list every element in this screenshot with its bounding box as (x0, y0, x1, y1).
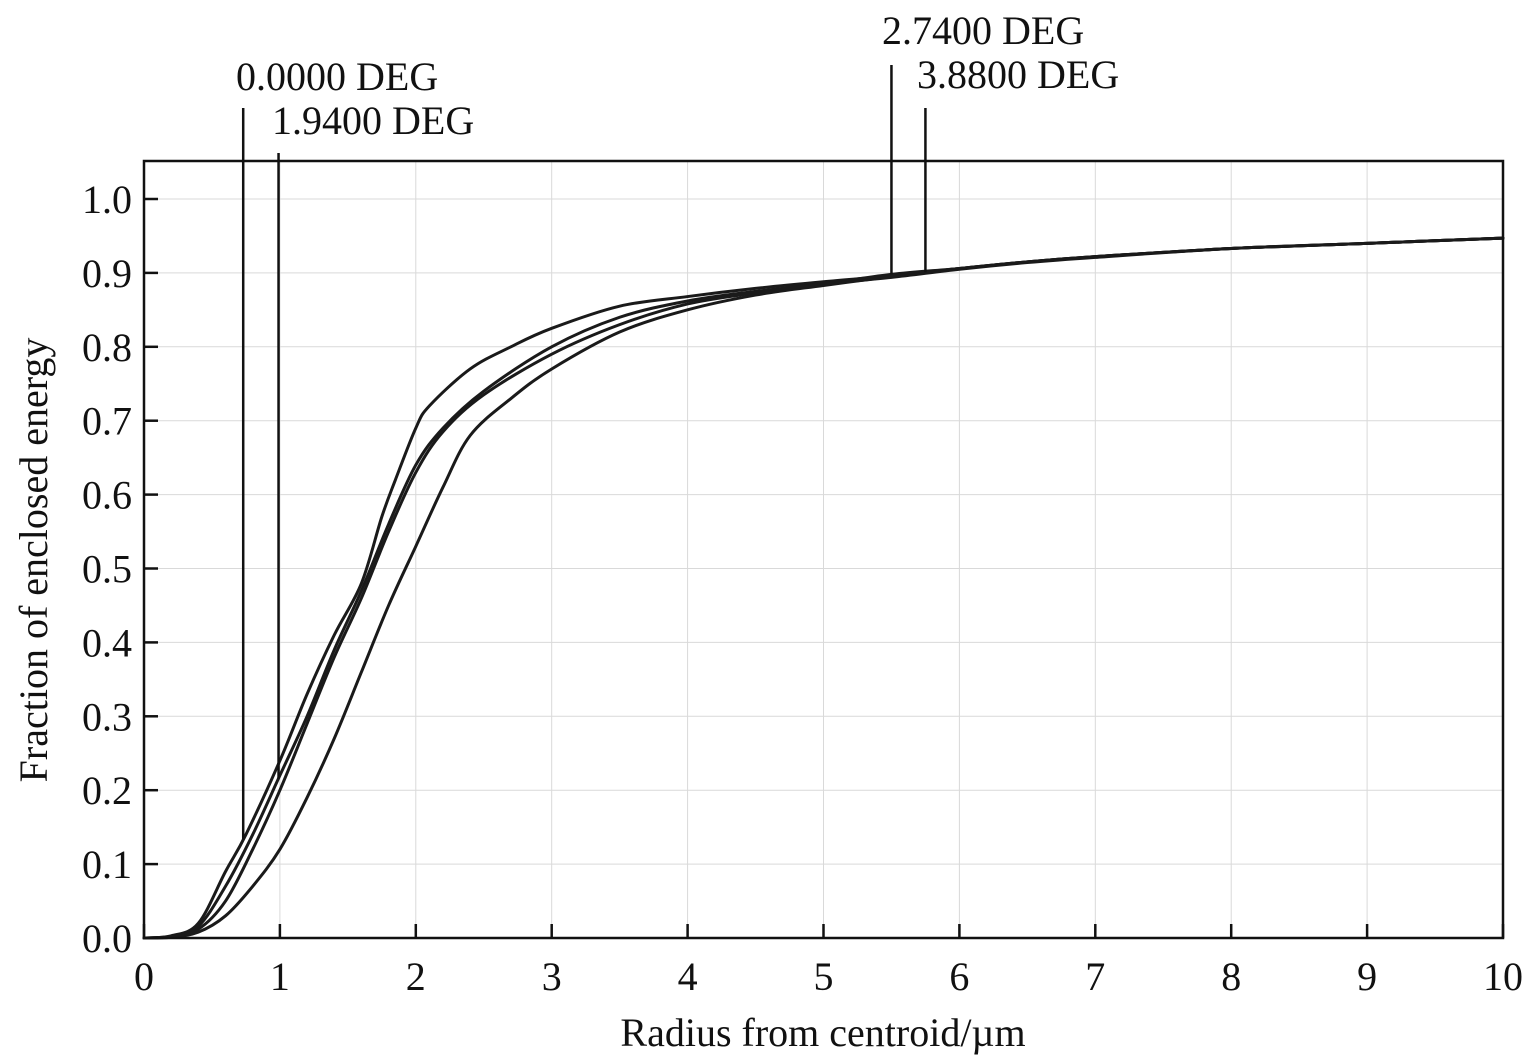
y-tick-label: 0.7 (82, 399, 132, 444)
x-tick-label: 8 (1221, 954, 1241, 999)
y-tick-label: 0.6 (82, 473, 132, 518)
x-tick-labels: 0 1 2 3 4 5 6 7 8 9 10 (134, 954, 1523, 999)
callout-label: 0.0000 DEG (236, 54, 438, 99)
curves (142, 236, 1505, 940)
grid (144, 161, 1503, 938)
callout-label: 3.8800 DEG (917, 52, 1119, 97)
y-tick-label: 0.3 (82, 694, 132, 739)
x-axis-title: Radius from centroid/µm (620, 1010, 1025, 1055)
x-tick-label: 7 (1085, 954, 1105, 999)
y-tick-label: 0.4 (82, 620, 132, 665)
y-tick-label: 0.8 (82, 325, 132, 370)
series-curve (142, 236, 1505, 940)
y-tick-label: 0.1 (82, 842, 132, 887)
x-tick-label: 9 (1357, 954, 1377, 999)
y-tick-labels: 0.0 0.1 0.2 0.3 0.4 0.5 0.6 0.7 0.8 0.9 1.0 (82, 177, 132, 961)
y-axis-title: Fraction of enclosed energy (11, 338, 56, 783)
x-tick-label: 3 (542, 954, 562, 999)
callout-label: 1.9400 DEG (272, 98, 474, 143)
x-tick-label: 6 (949, 954, 969, 999)
y-tick-label: 0.2 (82, 768, 132, 813)
x-tick-label: 1 (270, 954, 290, 999)
y-tick-label: 1.0 (82, 177, 132, 222)
y-tick-label: 0.9 (82, 251, 132, 296)
ticks (142, 197, 1505, 940)
x-tick-label: 2 (406, 954, 426, 999)
callout-label: 2.7400 DEG (882, 8, 1084, 53)
y-tick-label: 0.0 (82, 916, 132, 961)
x-tick-label: 0 (134, 954, 154, 999)
y-tick-label: 0.5 (82, 547, 132, 592)
x-tick-label: 4 (678, 954, 698, 999)
x-tick-label: 5 (814, 954, 834, 999)
x-tick-label: 10 (1483, 954, 1523, 999)
